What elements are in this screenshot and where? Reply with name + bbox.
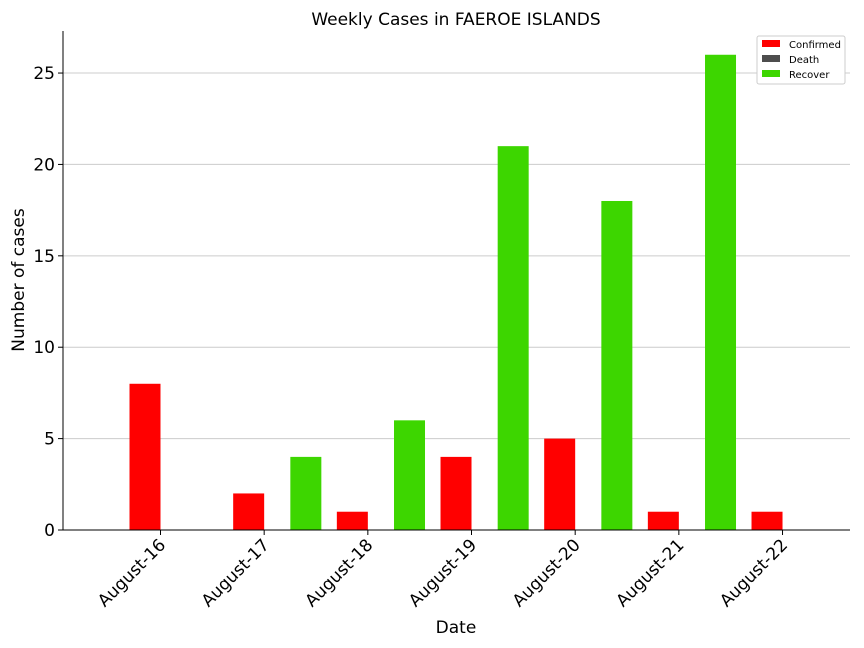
legend-label-death: Death bbox=[789, 55, 819, 66]
axes bbox=[62, 31, 850, 531]
x-tick-label: August-16 bbox=[94, 535, 170, 611]
y-ticks: 0 5 10 15 20 25 bbox=[33, 64, 63, 541]
x-axis-label: Date bbox=[436, 618, 477, 638]
bar-confirmed-August-17 bbox=[233, 493, 265, 530]
bar-recover-August-19 bbox=[394, 420, 426, 530]
bar-recover-August-18 bbox=[290, 456, 322, 530]
bar-confirmed-August-19 bbox=[440, 456, 472, 530]
x-tick-label: August-19 bbox=[405, 535, 481, 611]
y-tick-label: 10 bbox=[33, 338, 55, 358]
bar-recover-August-21 bbox=[601, 200, 633, 530]
legend-label-recover: Recover bbox=[789, 70, 830, 81]
chart-title: Weekly Cases in FAEROE ISLANDS bbox=[311, 10, 600, 30]
legend-swatch-death bbox=[762, 55, 780, 62]
y-axis-label: Number of cases bbox=[9, 208, 29, 352]
bar-recover-August-22 bbox=[705, 54, 737, 531]
legend-swatch-confirmed bbox=[762, 40, 780, 47]
y-tick-label: 25 bbox=[33, 64, 55, 84]
y-tick-label: 0 bbox=[44, 521, 55, 541]
bar-confirmed-August-21 bbox=[647, 511, 679, 530]
legend-swatch-recover bbox=[762, 70, 780, 77]
y-tick-label: 5 bbox=[44, 430, 55, 450]
y-tick-label: 20 bbox=[33, 155, 55, 175]
bars bbox=[129, 54, 783, 531]
bar-confirmed-August-22 bbox=[751, 511, 783, 530]
bar-confirmed-August-16 bbox=[129, 383, 161, 530]
y-tick-label: 15 bbox=[33, 247, 55, 267]
x-tick-label: August-20 bbox=[509, 535, 585, 611]
bar-confirmed-August-20 bbox=[544, 438, 576, 530]
x-tick-label: August-21 bbox=[613, 535, 689, 611]
x-tick-label: August-17 bbox=[198, 535, 274, 611]
x-tick-label: August-18 bbox=[302, 535, 378, 611]
legend-label-confirmed: Confirmed bbox=[789, 40, 841, 51]
x-ticks: August-16 August-17 August-18 August-19 Augu… bbox=[94, 530, 792, 611]
bar-recover-August-20 bbox=[497, 146, 529, 530]
x-tick-label: August-22 bbox=[716, 535, 792, 611]
bar-confirmed-August-18 bbox=[336, 511, 368, 530]
legend: Confirmed Death Recover bbox=[756, 35, 846, 85]
